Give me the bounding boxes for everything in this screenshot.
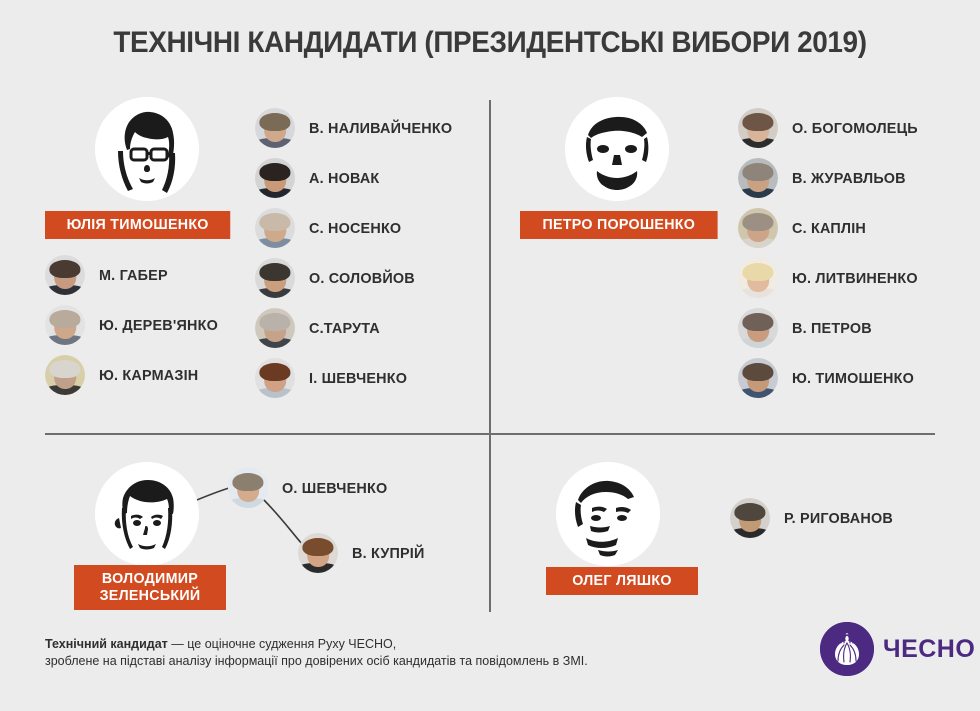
avatar [45,255,85,295]
candidate-name: О. БОГОМОЛЕЦЬ [792,119,918,137]
avatar [738,308,778,348]
candidate-name: С. КАПЛІН [792,219,866,237]
candidate-name: В. КУПРІЙ [352,544,425,562]
list-item[interactable]: Ю. КАРМАЗІН [45,355,203,395]
list-item[interactable]: Ю. ДЕРЕВ'ЯНКО [45,305,223,345]
plate-zelensky: ВОЛОДИМИР ЗЕЛЕНСЬКИЙ [74,565,226,610]
garlic-icon [820,622,874,676]
candidate-name: В. ПЕТРОВ [792,319,872,337]
list-item[interactable]: А. НОВАК [255,158,382,198]
list-item[interactable]: О. ШЕВЧЕНКО [228,468,392,508]
avatar [255,308,295,348]
avatar [45,355,85,395]
candidate-name: Ю. ДЕРЕВ'ЯНКО [99,316,218,334]
list-item[interactable]: С.ТАРУТА [255,308,383,348]
list-item[interactable]: В. КУПРІЙ [298,533,428,573]
candidate-name: О. СОЛОВЙОВ [309,269,415,287]
list-item[interactable]: О. СОЛОВЙОВ [255,258,419,298]
list-item[interactable]: М. ГАБЕР [45,255,171,295]
list-item[interactable]: Ю. ТИМОШЕНКО [738,358,919,398]
page-title: ТЕХНІЧНІ КАНДИДАТИ (ПРЕЗИДЕНТСЬКІ ВИБОРИ… [113,26,867,59]
footer-line1-rest: — це оціночне судження Руху ЧЕСНО, [167,637,397,651]
avatar [255,158,295,198]
footer-lead: Технічний кандидат [45,637,168,651]
candidate-name: О. ШЕВЧЕНКО [282,479,388,497]
list-item[interactable]: Ю. ЛИТВИНЕНКО [738,258,923,298]
footer-line2: зроблене на підставі аналізу інформації … [45,654,588,668]
list-item[interactable]: І. ШЕВЧЕНКО [255,358,411,398]
list-item[interactable]: Р. РИГОВАНОВ [730,498,898,538]
list-item[interactable]: О. БОГОМОЛЕЦЬ [738,108,923,148]
vertical-divider [489,100,491,612]
list-item[interactable]: В. ЖУРАВЛЬОВ [738,158,910,198]
avatar [738,108,778,148]
avatar [255,258,295,298]
portrait-poroshenko [565,97,669,201]
plate-tymoshenko: ЮЛІЯ ТИМОШЕНКО [45,211,231,239]
candidate-name: С. НОСЕНКО [309,219,402,237]
portrait-lyashko [556,462,660,566]
chesno-logo[interactable]: ЧЕСНО [820,622,975,676]
candidate-name: Р. РИГОВАНОВ [784,509,893,527]
candidate-name: С.ТАРУТА [309,319,380,337]
footer-note: Технічний кандидат — це оціночне судженн… [45,636,665,670]
candidate-name: А. НОВАК [309,169,380,187]
avatar [298,533,338,573]
list-item[interactable]: С. НОСЕНКО [255,208,405,248]
plate-lyashko: ОЛЕГ ЛЯШКО [546,567,698,595]
portrait-zelensky [95,462,199,566]
avatar [255,108,295,148]
candidate-name: Ю. КАРМАЗІН [99,366,199,384]
avatar [738,358,778,398]
avatar [45,305,85,345]
candidate-name: І. ШЕВЧЕНКО [309,369,408,387]
list-item[interactable]: С. КАПЛІН [738,208,869,248]
candidate-name: В. НАЛИВАЙЧЕНКО [309,119,453,137]
portrait-tymoshenko [95,97,199,201]
avatar [228,468,268,508]
candidate-name: В. ЖУРАВЛЬОВ [792,169,906,187]
plate-poroshenko: ПЕТРО ПОРОШЕНКО [520,211,718,239]
chesno-wordmark: ЧЕСНО [883,634,976,663]
list-item[interactable]: В. НАЛИВАЙЧЕНКО [255,108,458,148]
candidate-name: М. ГАБЕР [99,266,168,284]
avatar [738,208,778,248]
avatar [738,158,778,198]
list-item[interactable]: В. ПЕТРОВ [738,308,875,348]
avatar [255,358,295,398]
candidate-name: Ю. ТИМОШЕНКО [792,369,914,387]
avatar [738,258,778,298]
candidate-name: Ю. ЛИТВИНЕНКО [792,269,918,287]
avatar [255,208,295,248]
avatar [730,498,770,538]
